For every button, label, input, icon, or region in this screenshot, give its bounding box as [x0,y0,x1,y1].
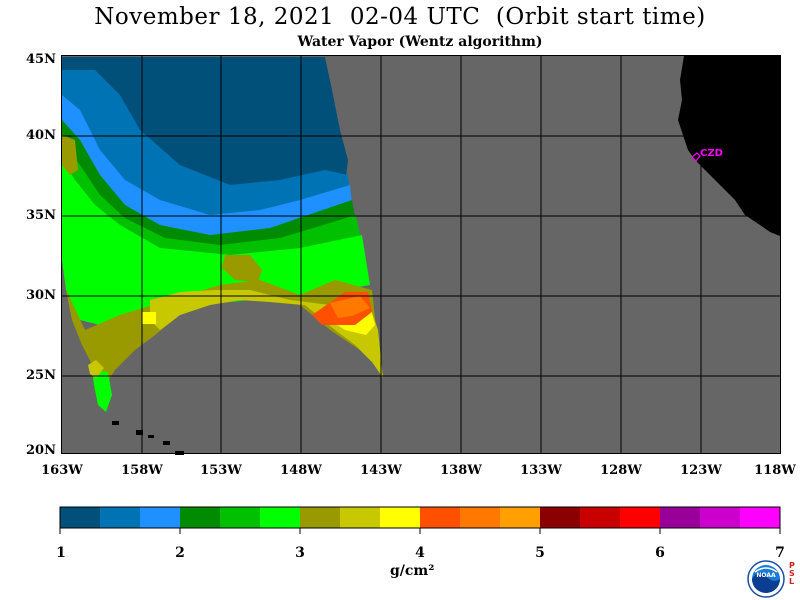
land-mass [678,56,780,236]
colorbar-tick-2: 2 [175,545,185,561]
lon-label-118w: 118W [754,463,796,478]
colorbar-swatch [100,507,141,528]
colorbar-tick-7: 7 [775,545,785,561]
noaa-logo-text: NOAA [756,572,776,579]
lon-label-138w: 138W [440,463,482,478]
lat-label-45n: 45N [26,52,56,67]
noaa-logo-icon: NOAA [747,560,785,598]
colorbar-swatch [180,507,221,528]
colorbar-swatch [700,507,741,528]
lat-label-30n: 30N [26,288,56,303]
lat-label-35n: 35N [26,208,56,223]
lat-label-25n: 25N [26,368,56,383]
colorbar-tick-6: 6 [655,545,665,561]
colorbar-swatch [260,507,301,528]
lon-label-153w: 153W [200,463,242,478]
colorbar-swatch [300,507,341,528]
colorbar-swatch [740,507,781,528]
colorbar-swatch [660,507,701,528]
lon-label-158w: 158W [121,463,163,478]
colorbar-tick-1: 1 [56,545,66,561]
colorbar-swatch [60,507,101,528]
map-frame [61,55,781,454]
lon-label-128w: 128W [600,463,642,478]
lon-label-163w: 163W [41,463,83,478]
graticule [62,56,780,453]
lat-label-40n: 40N [26,128,56,143]
colorbar-tick-4: 4 [415,545,425,561]
colorbar-swatch [380,507,421,528]
colorbar [59,506,781,534]
lon-label-143w: 143W [360,463,402,478]
lon-label-133w: 133W [520,463,562,478]
map-subtitle: Water Vapor (Wentz algorithm) [297,34,543,50]
colorbar-swatch [580,507,621,528]
colorbar-swatch [460,507,501,528]
station-label: CZD [700,148,723,159]
colorbar-swatch [340,507,381,528]
station-marker-icon [691,152,701,162]
map-title: November 18, 2021 02-04 UTC (Orbit start… [94,4,706,30]
colorbar-tick-3: 3 [295,545,305,561]
colorbar-unit: g/cm² [390,563,435,579]
colorbar-swatch [420,507,461,528]
colorbar-tick-5: 5 [535,545,545,561]
lon-label-123w: 123W [680,463,722,478]
colorbar-swatch [540,507,581,528]
lon-label-148w: 148W [280,463,322,478]
colorbar-swatch [620,507,661,528]
colorbar-swatch [500,507,541,528]
colorbar-swatch [220,507,261,528]
lat-label-20n: 20N [26,443,56,458]
colorbar-swatch [140,507,181,528]
